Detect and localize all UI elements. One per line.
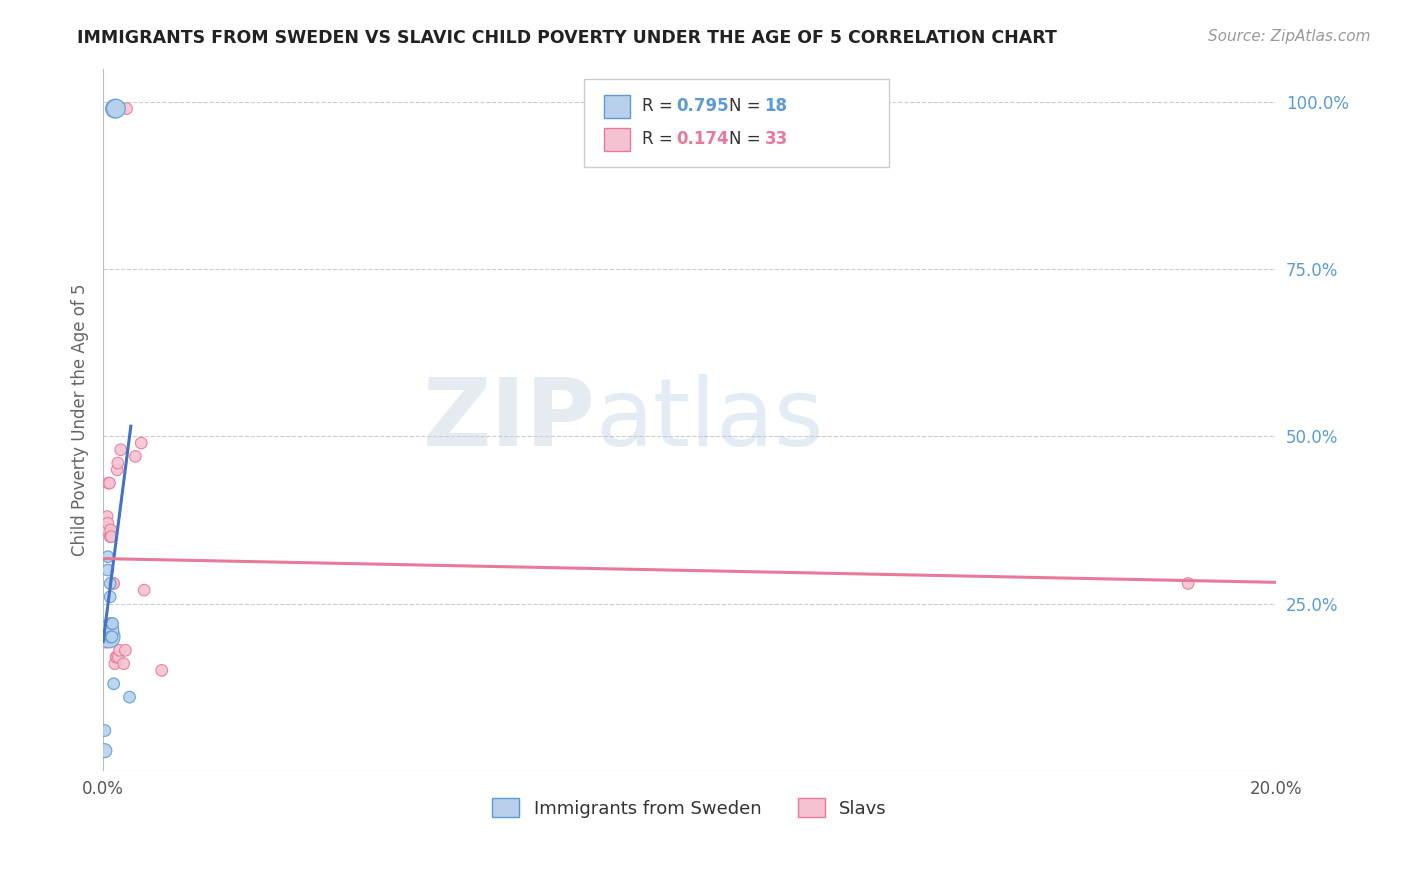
FancyBboxPatch shape (605, 95, 630, 118)
Text: 0.795: 0.795 (676, 97, 730, 115)
Point (98, 616, 121, 631)
Point (105, 650, 128, 665)
Point (97, 476, 120, 491)
Text: ZIP: ZIP (423, 374, 596, 466)
Text: 18: 18 (765, 97, 787, 115)
Point (108, 643, 131, 657)
Point (97, 516, 120, 531)
Point (98, 630, 121, 644)
Text: 0.174: 0.174 (676, 130, 730, 148)
Point (134, 583, 156, 598)
Point (98, 624, 121, 638)
Point (94, 630, 117, 644)
Point (97, 523, 120, 537)
Point (97, 549, 120, 564)
Point (98, 630, 121, 644)
Point (110, 442, 132, 457)
FancyBboxPatch shape (605, 128, 630, 151)
Point (94, 630, 117, 644)
Point (115, 102, 138, 116)
Point (103, 576, 125, 591)
Point (101, 624, 124, 638)
Point (94, 744, 117, 758)
Point (97, 563, 120, 577)
Text: 33: 33 (765, 130, 787, 148)
Text: R =: R = (641, 130, 678, 148)
Point (1177, 576, 1199, 591)
FancyBboxPatch shape (583, 79, 889, 167)
Text: atlas: atlas (596, 374, 824, 466)
Y-axis label: Child Poverty Under the Age of 5: Child Poverty Under the Age of 5 (72, 284, 89, 556)
Point (105, 463, 128, 477)
Point (94, 523, 117, 537)
Point (124, 450, 146, 464)
Text: N =: N = (730, 97, 766, 115)
Point (112, 657, 135, 671)
Point (107, 456, 129, 470)
Point (98, 476, 121, 491)
Point (100, 630, 122, 644)
Point (98, 590, 121, 604)
Text: N =: N = (730, 130, 766, 148)
Text: Source: ZipAtlas.com: Source: ZipAtlas.com (1208, 29, 1371, 45)
Point (101, 630, 124, 644)
Point (101, 576, 124, 591)
Point (118, 690, 141, 705)
Point (150, 664, 173, 678)
Point (98, 530, 121, 544)
Point (101, 630, 124, 644)
Legend: Immigrants from Sweden, Slavs: Immigrants from Sweden, Slavs (485, 791, 894, 825)
Point (94, 723, 117, 738)
Point (103, 677, 125, 691)
Point (105, 102, 128, 116)
Text: R =: R = (641, 97, 678, 115)
Point (96, 630, 118, 644)
Point (98, 576, 121, 591)
Point (129, 436, 152, 450)
Point (100, 523, 122, 537)
Point (96, 509, 118, 524)
Text: IMMIGRANTS FROM SWEDEN VS SLAVIC CHILD POVERTY UNDER THE AGE OF 5 CORRELATION CH: IMMIGRANTS FROM SWEDEN VS SLAVIC CHILD P… (77, 29, 1057, 47)
Point (104, 102, 127, 116)
Point (105, 650, 128, 665)
Point (101, 616, 124, 631)
Point (104, 657, 127, 671)
Point (100, 530, 122, 544)
Point (101, 616, 124, 631)
Point (107, 650, 129, 665)
Point (94, 624, 117, 638)
Point (114, 643, 136, 657)
